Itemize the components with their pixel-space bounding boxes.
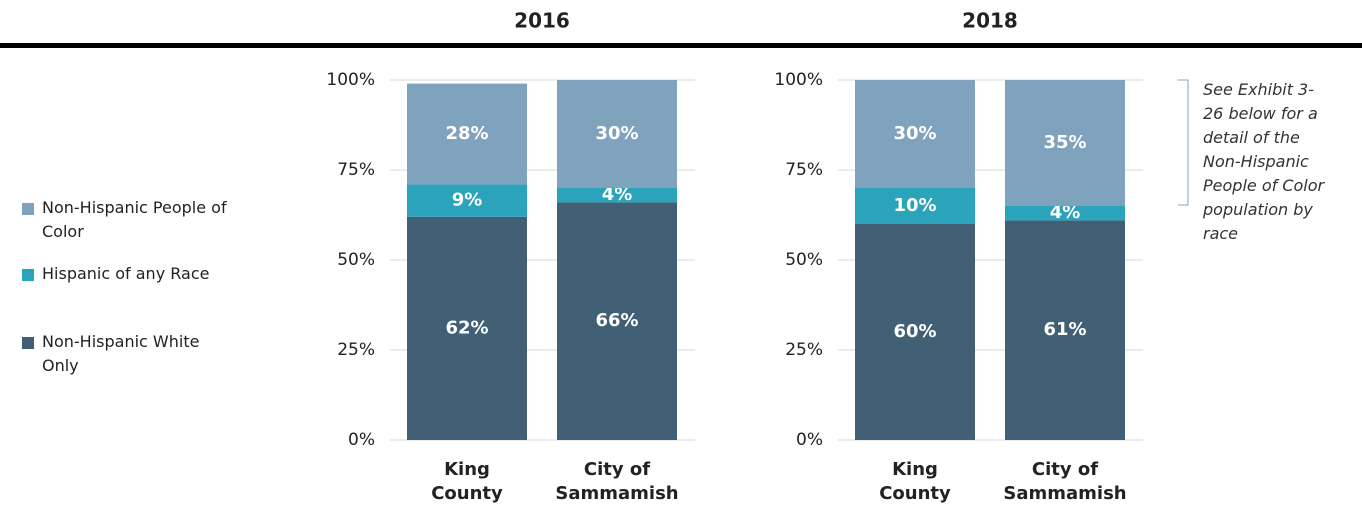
x-tick-label: City of Sammamish	[555, 459, 679, 504]
bar-segment	[855, 188, 975, 224]
data-label: 61%	[1043, 319, 1086, 340]
legend-item: Non-Hispanic People of Color	[22, 196, 232, 244]
bar-segment	[407, 216, 527, 440]
y-tick-label: 75%	[337, 160, 375, 180]
data-label: 35%	[1043, 132, 1086, 153]
bar-segment	[407, 83, 527, 185]
bar-segment	[855, 224, 975, 440]
y-tick-label: 75%	[785, 160, 823, 180]
legend-item: Hispanic of any Race	[22, 262, 232, 286]
data-label: 10%	[893, 195, 936, 216]
annotation: See Exhibit 3-26 below for a detail of t…	[1203, 80, 1325, 243]
bar-segment	[1005, 206, 1125, 221]
data-label: 66%	[595, 310, 638, 331]
data-label: 30%	[595, 123, 638, 144]
chart-title: 2016	[514, 9, 570, 33]
y-tick-label: 25%	[785, 340, 823, 360]
bar-segment	[1005, 80, 1125, 206]
data-label: 4%	[1050, 202, 1081, 223]
data-label: 62%	[445, 317, 488, 338]
bar-segment	[557, 188, 677, 203]
y-tick-label: 50%	[785, 250, 823, 270]
bar-segment	[557, 202, 677, 440]
legend-swatch	[22, 203, 34, 215]
y-tick-label: 50%	[337, 250, 375, 270]
y-tick-label: 100%	[326, 70, 375, 90]
data-label: 4%	[602, 184, 633, 205]
x-tick-label: City of Sammamish	[1003, 459, 1127, 504]
data-label: 28%	[445, 123, 488, 144]
bar-segment	[557, 80, 677, 188]
legend-swatch	[22, 269, 34, 281]
bar-segment	[1005, 220, 1125, 440]
data-label: 30%	[893, 123, 936, 144]
bar-segment	[855, 80, 975, 188]
legend-item: Non-Hispanic White Only	[22, 330, 232, 378]
y-tick-label: 0%	[796, 430, 823, 450]
x-tick-label: King County	[431, 459, 503, 504]
x-tick-label: King County	[879, 459, 951, 504]
divider	[0, 43, 1362, 48]
data-label: 9%	[452, 190, 483, 211]
y-tick-label: 100%	[774, 70, 823, 90]
bracket	[1178, 79, 1189, 206]
data-label: 60%	[893, 321, 936, 342]
bar-segment	[407, 184, 527, 217]
legend-swatch	[22, 337, 34, 349]
y-tick-label: 25%	[337, 340, 375, 360]
y-tick-label: 0%	[348, 430, 375, 450]
chart-title: 2018	[962, 9, 1018, 33]
